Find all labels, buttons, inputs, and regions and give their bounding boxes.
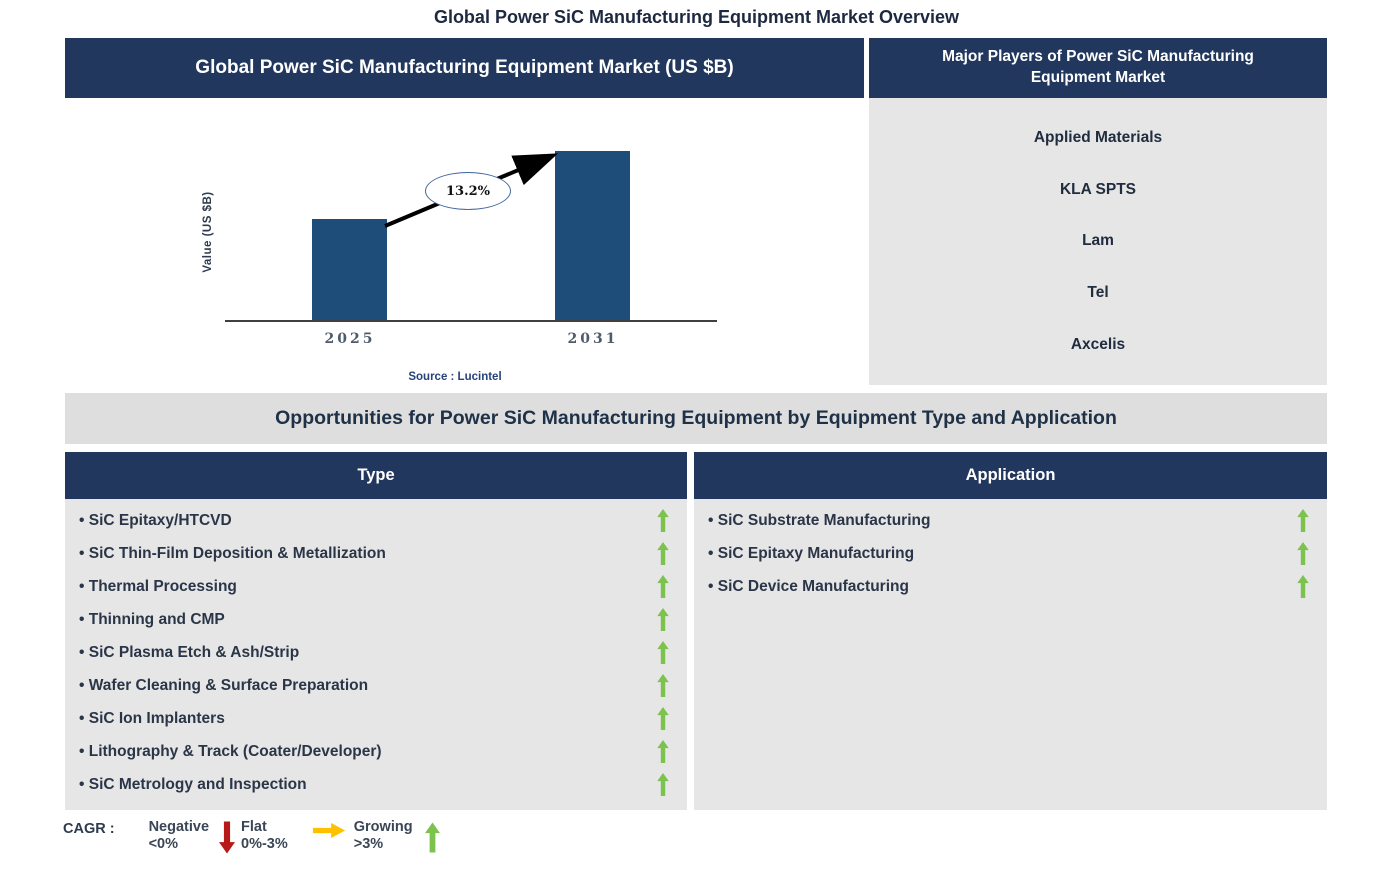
player-name: Lam (1082, 232, 1114, 250)
negative-down-arrow-icon (219, 821, 236, 854)
list-item: SiC Metrology and Inspection (65, 768, 687, 801)
bar-chart: Value (US $B) 2025 2031 13.2% Source : L… (65, 98, 864, 385)
opportunities-banner: Opportunities for Power SiC Manufacturin… (65, 393, 1327, 444)
list-item: SiC Ion Implanters (65, 702, 687, 735)
page-title: Global Power SiC Manufacturing Equipment… (433, 7, 960, 27)
x-axis (225, 320, 717, 322)
type-list: SiC Epitaxy/HTCVD SiC Thin-Film Depositi… (65, 499, 687, 810)
legend-entry-growing: Growing >3% (354, 819, 440, 856)
growing-up-arrow-icon (657, 509, 669, 532)
application-panel-header: Application (694, 452, 1327, 499)
market-chart-panel: Global Power SiC Manufacturing Equipment… (65, 38, 864, 385)
legend-entry-flat: Flat 0%-3% (241, 819, 354, 853)
growing-up-arrow-icon (424, 822, 440, 853)
growing-up-arrow-icon (657, 575, 669, 598)
growing-up-arrow-icon (1297, 509, 1309, 532)
growing-up-arrow-icon (657, 542, 669, 565)
list-item: Wafer Cleaning & Surface Preparation (65, 669, 687, 702)
list-item: SiC Substrate Manufacturing (694, 504, 1327, 537)
cagr-badge: 13.2% (425, 172, 511, 210)
player-name: Tel (1087, 284, 1109, 302)
growing-up-arrow-icon (657, 608, 669, 631)
type-panel-header: Type (65, 452, 687, 499)
major-players-panel: Major Players of Power SiC Manufacturing… (869, 38, 1327, 385)
cagr-value: 13.2% (445, 183, 490, 199)
growing-up-arrow-icon (1297, 542, 1309, 565)
flat-right-arrow-icon (312, 823, 345, 838)
application-list: SiC Substrate Manufacturing SiC Epitaxy … (694, 499, 1327, 810)
cagr-legend: CAGR : Negative <0% Flat 0%-3% Growing >… (63, 819, 440, 856)
type-panel: Type SiC Epitaxy/HTCVD SiC Thin-Film Dep… (65, 452, 687, 810)
application-panel: Application SiC Substrate Manufacturing … (694, 452, 1327, 810)
players-panel-header: Major Players of Power SiC Manufacturing… (869, 38, 1327, 98)
growing-up-arrow-icon (657, 641, 669, 664)
bar-2031 (555, 151, 630, 320)
growing-up-arrow-icon (657, 674, 669, 697)
bar-2025 (312, 219, 387, 320)
x-tick-2031: 2031 (567, 331, 619, 347)
cagr-trend-arrow-icon (384, 153, 559, 228)
list-item: SiC Plasma Etch & Ash/Strip (65, 636, 687, 669)
chart-panel-header: Global Power SiC Manufacturing Equipment… (65, 38, 864, 98)
growing-up-arrow-icon (1297, 575, 1309, 598)
source-note: Source : Lucintel (408, 371, 502, 383)
growing-up-arrow-icon (657, 740, 669, 763)
player-name: Axcelis (1070, 336, 1126, 354)
growing-up-arrow-icon (657, 773, 669, 796)
list-item: Thinning and CMP (65, 603, 687, 636)
list-item: SiC Thin-Film Deposition & Metallization (65, 537, 687, 570)
growing-up-arrow-icon (657, 707, 669, 730)
player-name: KLA SPTS (1059, 180, 1137, 198)
legend-entry-negative: Negative <0% (149, 819, 241, 854)
list-item: Thermal Processing (65, 570, 687, 603)
legend-title: CAGR : (63, 821, 115, 837)
list-item: Lithography & Track (Coater/Developer) (65, 735, 687, 768)
list-item: SiC Epitaxy Manufacturing (694, 537, 1327, 570)
players-list: Applied Materials KLA SPTS Lam Tel Axcel… (869, 98, 1327, 385)
list-item: SiC Device Manufacturing (694, 570, 1327, 603)
player-name: Applied Materials (1033, 128, 1163, 146)
list-item: SiC Epitaxy/HTCVD (65, 504, 687, 537)
x-tick-2025: 2025 (324, 331, 376, 347)
